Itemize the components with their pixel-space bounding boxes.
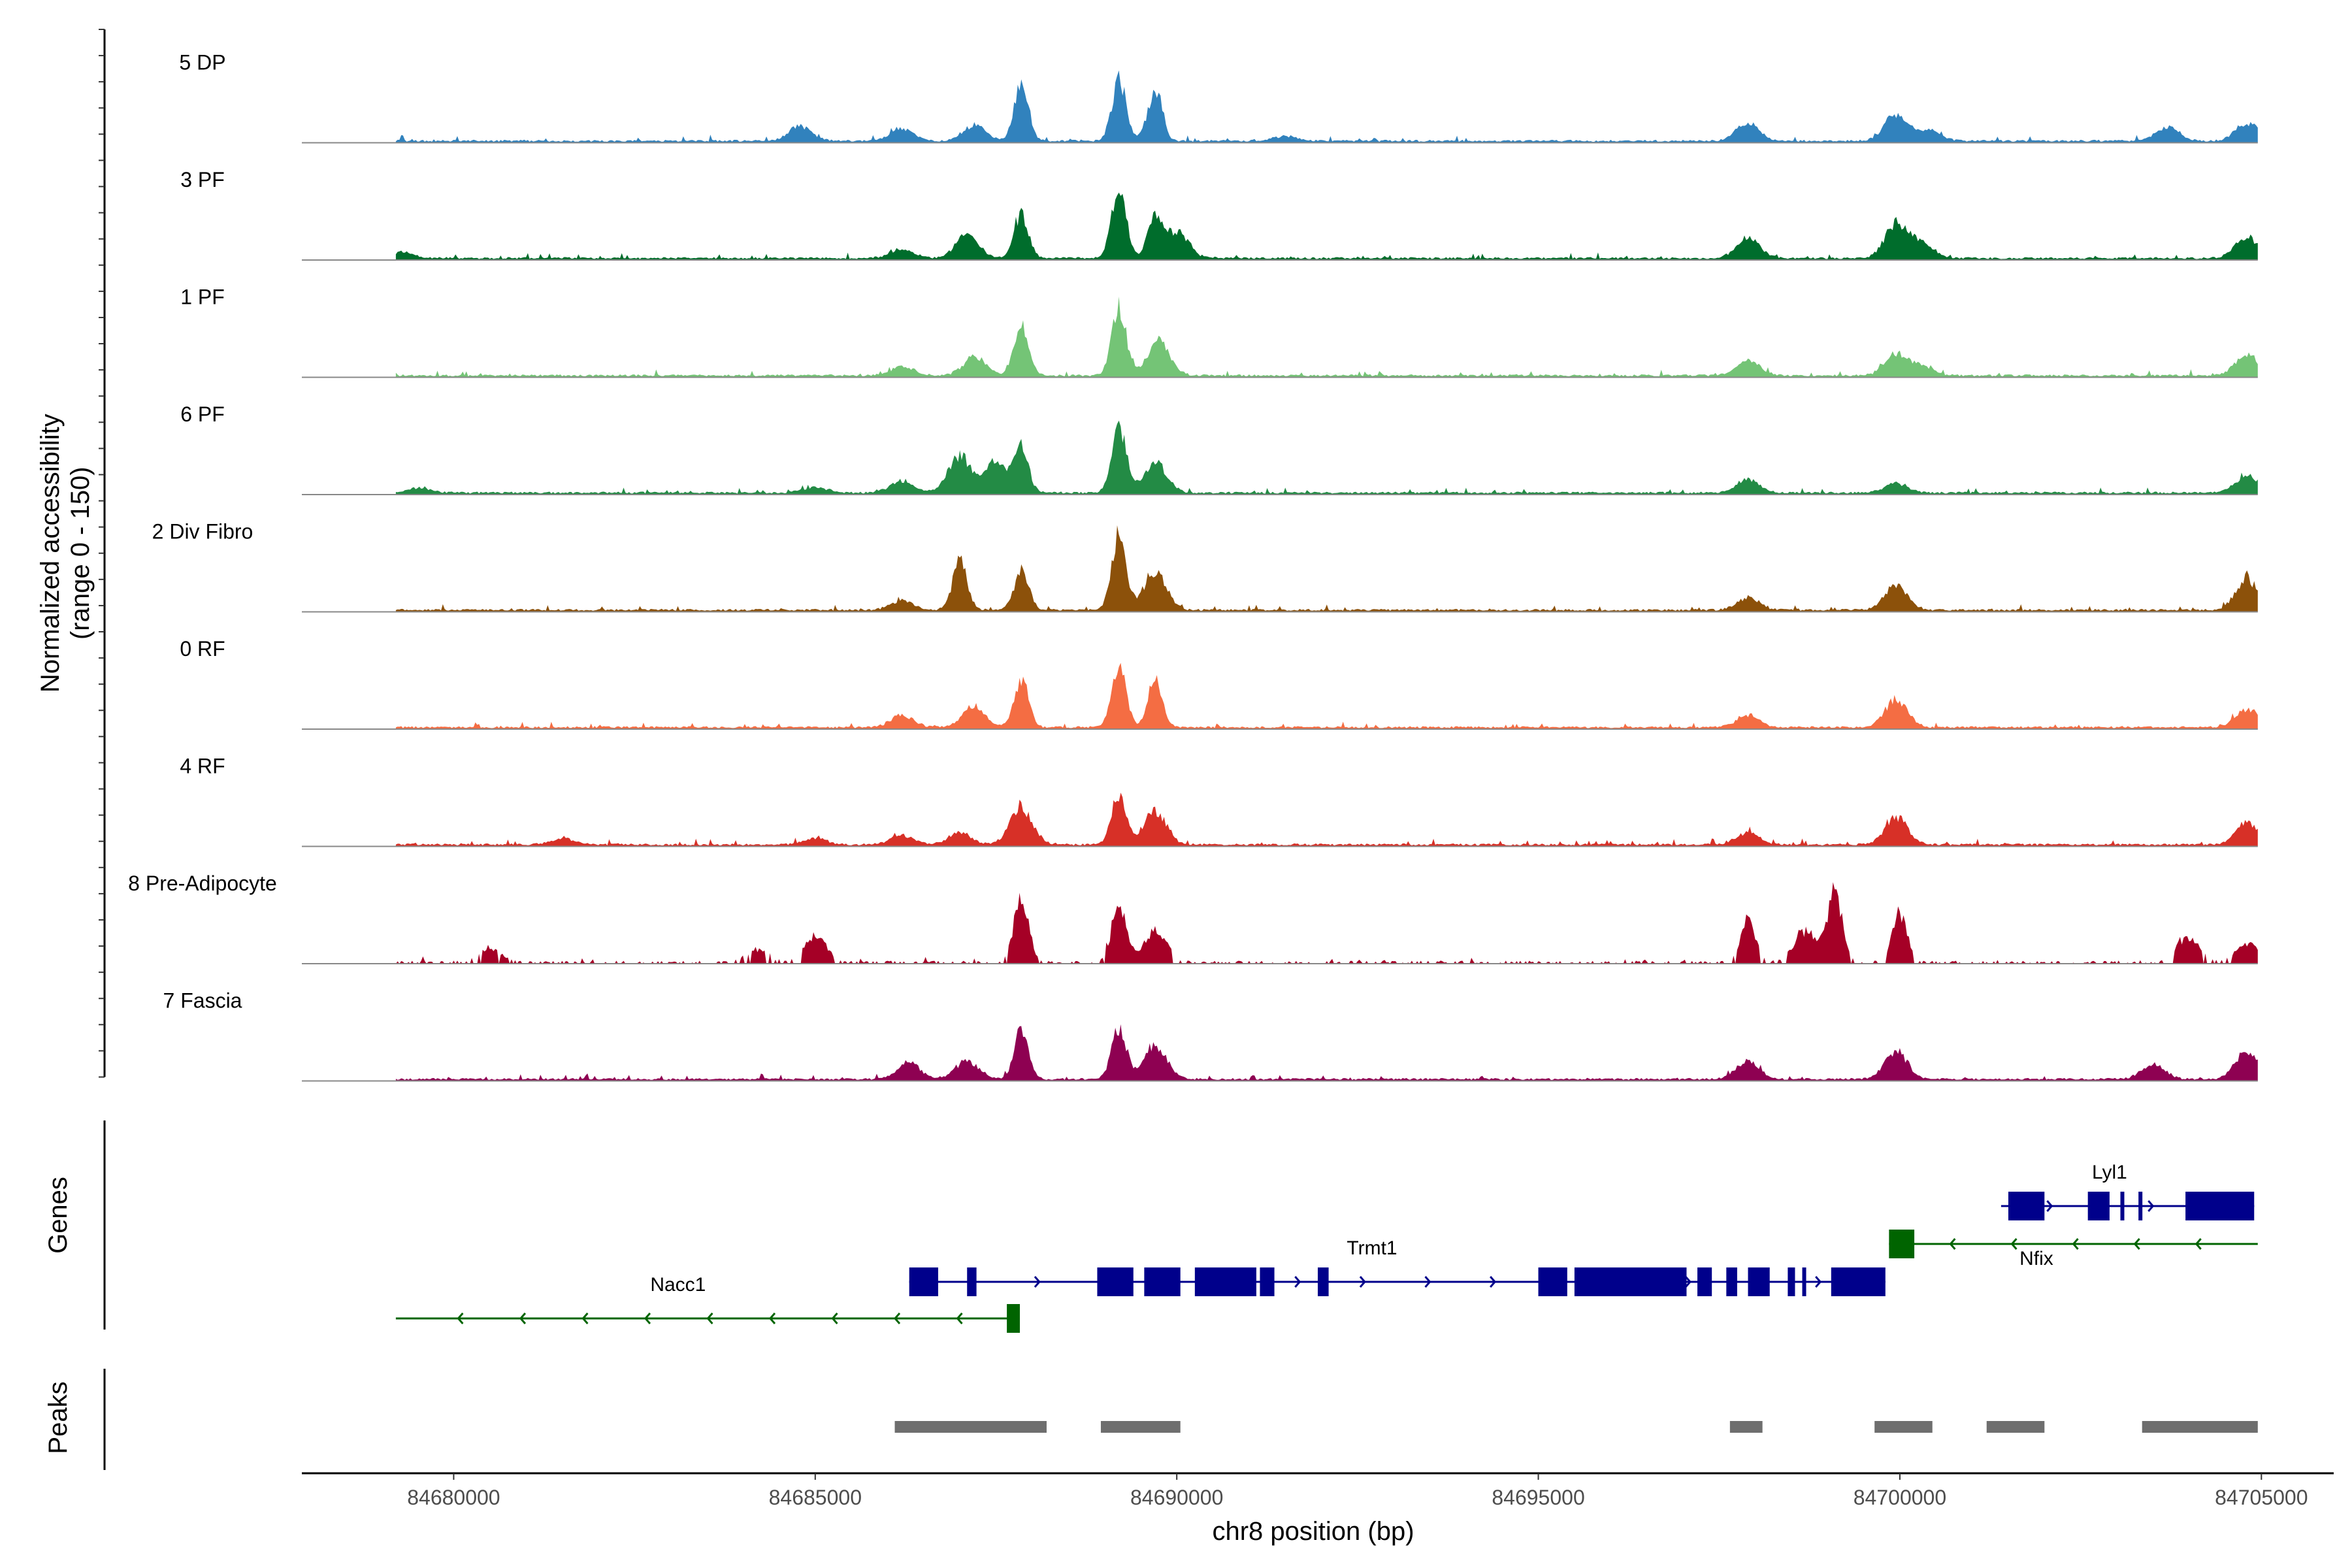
exon	[1538, 1267, 1567, 1296]
track-3-pf: 3 PF	[180, 168, 2258, 261]
exon	[1802, 1267, 1806, 1296]
exon	[1788, 1267, 1795, 1296]
track-8-pre-adipocyte: 8 Pre-Adipocyte	[128, 872, 2258, 964]
x-tick-label: 84705000	[2215, 1486, 2308, 1509]
exon	[967, 1267, 977, 1296]
exon	[2138, 1192, 2143, 1220]
track-label: 1 PF	[180, 286, 225, 309]
strand-arrow	[768, 1313, 776, 1324]
strand-arrow	[2148, 1200, 2155, 1212]
peak-region	[1100, 1421, 1181, 1433]
gene-label: Trmt1	[1347, 1237, 1397, 1259]
track-1-pf: 1 PF	[180, 286, 2258, 378]
exon	[1889, 1230, 1915, 1258]
gene-lyl1: Lyl1	[2001, 1162, 2255, 1220]
strand-arrow	[1294, 1276, 1301, 1288]
strand-arrow	[644, 1313, 651, 1324]
coverage-tracks: 5 DP 3 PF 1 PF 6 PF 2 Div Fibro 0 RF 4 RF 8 Pre…	[128, 51, 2258, 1082]
exon	[1007, 1304, 1021, 1333]
gene-nfix: Nfix	[1889, 1230, 2258, 1269]
strand-arrow	[1424, 1276, 1431, 1288]
exon	[909, 1267, 938, 1296]
strand-arrow	[2195, 1238, 2202, 1250]
gene-label: Lyl1	[2092, 1162, 2127, 1183]
x-tick-label: 84690000	[1130, 1486, 1223, 1509]
strand-arrow	[956, 1313, 963, 1324]
track-label: 0 RF	[180, 637, 225, 661]
x-axis: 84680000 84685000 84690000 84695000 84700000…	[302, 1472, 2334, 1509]
x-tick-label: 84680000	[407, 1486, 500, 1509]
exon	[1574, 1267, 1687, 1296]
strand-arrow	[1359, 1276, 1366, 1288]
exon	[1097, 1267, 1134, 1296]
track-7-fascia: 7 Fascia	[163, 989, 2258, 1082]
track-label: 4 RF	[180, 755, 225, 778]
x-axis-title: chr8 position (bp)	[1212, 1517, 1414, 1546]
strand-arrow	[1034, 1276, 1041, 1288]
strand-arrow	[706, 1313, 713, 1324]
gene-nacc1: Nacc1	[395, 1274, 1021, 1333]
gene-trmt1: Trmt1	[909, 1237, 1886, 1296]
exon	[1726, 1267, 1737, 1296]
peak-region	[1986, 1421, 2045, 1433]
strand-arrow	[1684, 1276, 1691, 1288]
strand-arrow	[1815, 1276, 1822, 1288]
exon	[1318, 1267, 1329, 1296]
strand-arrow	[2133, 1238, 2140, 1250]
gene-label: Nfix	[2019, 1248, 2053, 1269]
exon	[1831, 1267, 1886, 1296]
strand-arrow	[831, 1313, 838, 1324]
track-5-dp: 5 DP	[179, 51, 2258, 144]
track-0-rf: 0 RF	[180, 637, 2258, 730]
track-label: 3 PF	[180, 168, 225, 191]
exon	[1697, 1267, 1712, 1296]
track-6-pf: 6 PF	[180, 402, 2258, 495]
strand-arrow	[2046, 1200, 2053, 1212]
track-label: 7 Fascia	[163, 989, 242, 1013]
peak-region	[1729, 1421, 1763, 1433]
exon	[2008, 1192, 2045, 1220]
peak-regions	[894, 1421, 2258, 1433]
strand-arrow	[1949, 1238, 1956, 1250]
strand-arrow	[893, 1313, 901, 1324]
x-tick-label: 84685000	[769, 1486, 862, 1509]
strand-arrow	[457, 1313, 464, 1324]
track-2-div-fibro: 2 Div Fibro	[152, 520, 2258, 613]
strand-arrow	[519, 1313, 527, 1324]
strand-arrow	[1490, 1276, 1497, 1288]
track-label: 5 DP	[179, 51, 225, 74]
exon	[1260, 1267, 1275, 1296]
gene-label: Nacc1	[650, 1274, 706, 1296]
track-4-rf: 4 RF	[180, 755, 2258, 847]
y-axis-title-line: (range 0 - 150)	[66, 466, 95, 640]
coverage-y-axis	[99, 29, 106, 1078]
x-tick-label: 84700000	[1854, 1486, 1946, 1509]
track-label: 2 Div Fibro	[152, 520, 253, 544]
strand-arrow	[581, 1313, 589, 1324]
peaks-track-title: Peaks	[44, 1381, 73, 1454]
peak-region	[894, 1421, 1047, 1433]
y-axis-title-line: Normalized accessibility	[36, 414, 65, 693]
strand-arrow	[2072, 1238, 2079, 1250]
peak-region	[2142, 1421, 2258, 1433]
track-label: 8 Pre-Adipocyte	[128, 872, 277, 895]
track-label: 6 PF	[180, 402, 225, 426]
genes-track-title: Genes	[44, 1177, 73, 1254]
exon	[1194, 1267, 1256, 1296]
gene-annotations: Nacc1 Trmt1 Nfix Lyl1	[395, 1162, 2258, 1333]
exon	[1144, 1267, 1181, 1296]
peak-region	[1874, 1421, 1933, 1433]
exon	[2087, 1192, 2110, 1220]
exon	[2120, 1192, 2125, 1220]
exon	[1748, 1267, 1770, 1296]
x-tick-label: 84695000	[1492, 1486, 1584, 1509]
strand-arrow	[2010, 1238, 2017, 1250]
y-axis-title: Normalized accessibility(range 0 - 150)	[36, 414, 95, 693]
exon	[2185, 1192, 2255, 1220]
